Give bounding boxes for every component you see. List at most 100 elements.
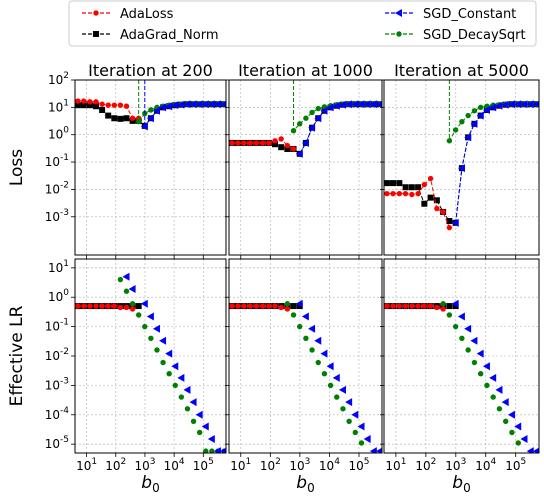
adaloss-point <box>434 205 440 212</box>
sgd-decaysqrt-point <box>459 118 465 125</box>
x-axis-label: b0 <box>296 473 314 495</box>
adaloss-point <box>235 303 241 309</box>
sgd-decaysqrt-point <box>446 312 453 318</box>
adagrad-norm-point <box>290 303 297 310</box>
sgd-decaysqrt-point <box>334 394 340 400</box>
sgd-decaysqrt-point <box>290 312 297 318</box>
sgd-decaysqrt-point <box>184 406 191 412</box>
sgd-decaysqrt-point <box>117 276 124 283</box>
sgd-decaysqrt-point <box>503 418 509 424</box>
effective-lr-axis-label: Effective LR <box>7 305 27 406</box>
adagrad-norm-point <box>402 184 409 191</box>
legend-entry-sgd-decaysqrt: SGD_DecaySqrt <box>385 28 526 43</box>
subplot-loss-2: Iteration at 1000 <box>225 61 383 259</box>
sgd-decaysqrt-point <box>196 429 203 436</box>
sgd-decaysqrt-point <box>509 429 515 436</box>
sgd-constant-point <box>220 100 226 108</box>
sgd-constant-point <box>489 103 497 112</box>
series-layer <box>75 80 226 131</box>
sgd-constant-point <box>128 285 136 294</box>
sgd-decaysqrt-point <box>452 323 459 330</box>
sgd-constant-point <box>159 336 167 345</box>
adaloss-point <box>421 181 428 188</box>
sgd-decaysqrt-point <box>148 335 154 342</box>
adagrad-norm-point <box>86 102 93 109</box>
sgd-constant-point <box>495 385 503 394</box>
adagrad-norm-point <box>75 102 81 109</box>
adagrad-norm-point <box>390 180 397 187</box>
subplot-lr-2: 101 102 103 104 105 b0 <box>225 258 383 495</box>
adaloss-point <box>272 138 278 144</box>
adagrad-norm-point <box>284 146 291 153</box>
sgd-constant-line <box>455 103 537 223</box>
sgd-constant-point <box>195 410 203 419</box>
adaloss-point <box>235 140 241 146</box>
plot-frame <box>383 79 540 256</box>
sgd-decaysqrt-point <box>358 440 365 446</box>
adaloss-point <box>117 304 124 311</box>
y-tick-label: 101 <box>48 98 69 114</box>
adaloss-point <box>409 191 415 198</box>
plot-frame <box>383 258 540 454</box>
sgd-decaysqrt-point <box>484 382 490 389</box>
adaloss-point <box>247 303 253 309</box>
adaloss-point <box>421 303 428 309</box>
series-layer <box>229 299 382 453</box>
sgd-constant-point <box>207 100 215 109</box>
adagrad-norm-point <box>427 194 434 201</box>
sgd-constant-point <box>295 299 303 308</box>
adaloss-point <box>93 99 99 105</box>
sgd-decaysqrt-point <box>297 323 303 330</box>
adagrad-norm-point <box>452 303 459 310</box>
sgd-constant-point <box>152 106 160 115</box>
sgd-constant-point <box>171 101 179 110</box>
adaloss-point <box>241 303 247 309</box>
x-tick-label: 105 <box>505 457 526 473</box>
y-tick-label: 10-2 <box>45 347 69 363</box>
adaloss-point <box>99 101 105 107</box>
legend-label: SGD_Constant <box>423 7 516 22</box>
legend-box <box>68 0 537 47</box>
adaloss-point <box>123 304 130 311</box>
adaloss-point <box>81 303 87 309</box>
adagrad-norm-point <box>396 180 403 187</box>
sgd-decaysqrt-point <box>209 448 215 453</box>
adaloss-point <box>284 306 291 312</box>
adagrad-norm-point <box>111 115 118 122</box>
adaloss-point <box>253 140 260 146</box>
sgd-constant-point <box>122 272 130 281</box>
adagrad-norm-point <box>296 303 303 310</box>
adaloss-point <box>434 304 440 311</box>
sgd-constant-point <box>345 100 353 109</box>
series-layer <box>384 80 539 231</box>
sgd-decaysqrt-point <box>471 108 478 114</box>
sgd-decaysqrt-point <box>471 359 478 366</box>
sgd-decaysqrt-point <box>309 109 315 116</box>
x-tick-label: 104 <box>475 457 496 473</box>
adaloss-point <box>272 303 278 309</box>
adaloss-point <box>259 303 266 309</box>
adaloss-point <box>396 190 403 197</box>
series-layer <box>229 80 382 158</box>
sgd-constant-point <box>314 336 322 345</box>
loss-axis-label: Loss <box>7 149 27 186</box>
legend-label: AdaLoss <box>120 7 174 22</box>
x-axis-label: b0 <box>452 473 470 495</box>
adaloss-point <box>99 303 105 309</box>
x-tick-label: 105 <box>348 457 369 473</box>
y-tick-label: 100 <box>48 126 69 142</box>
adagrad-norm-line <box>231 103 381 155</box>
adaloss-point <box>440 209 446 215</box>
adagrad-norm-point <box>278 144 285 151</box>
adagrad-norm-point <box>272 141 279 148</box>
adagrad-norm-point <box>408 184 415 191</box>
sgd-constant-point <box>520 434 528 443</box>
sgd-constant-point <box>376 447 382 453</box>
sgd-constant-point <box>351 100 359 109</box>
sgd-decaysqrt-point <box>154 347 160 353</box>
sgd-constant-point <box>507 100 515 109</box>
legend-marker <box>395 9 402 17</box>
legend-label: SGD_DecaySqrt <box>423 28 526 43</box>
sgd-constant-point <box>314 114 322 123</box>
